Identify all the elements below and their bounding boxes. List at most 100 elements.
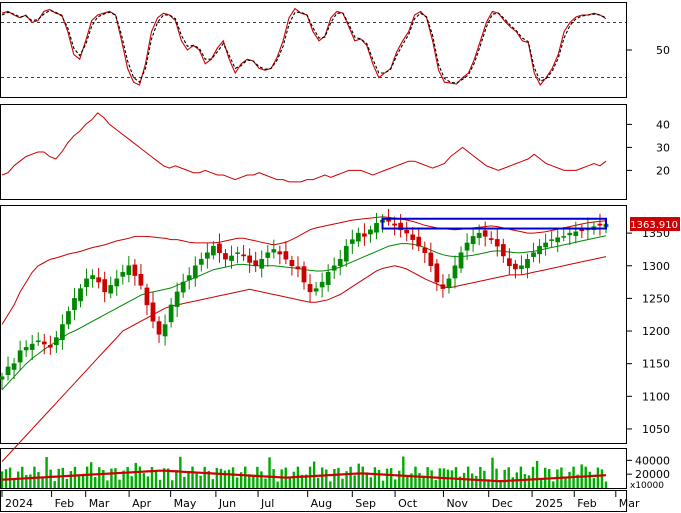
- candle-body: [368, 229, 373, 235]
- candle-body: [579, 229, 585, 232]
- volume-bar: [316, 477, 320, 488]
- volume-bar: [150, 467, 154, 488]
- candle-body: [513, 263, 518, 270]
- volume-bar: [223, 470, 227, 488]
- candle-body: [392, 223, 397, 226]
- volume-bar: [195, 473, 198, 488]
- volume-bar: [406, 476, 409, 488]
- candle-body: [186, 275, 192, 281]
- candle-body: [84, 278, 89, 288]
- candle-body: [126, 265, 132, 275]
- volume-bar: [495, 468, 498, 488]
- candle-body: [96, 277, 102, 283]
- adx-plot: 20 30 40: [1, 112, 670, 183]
- volume-bar: [349, 466, 352, 488]
- volume-bar: [511, 477, 514, 488]
- volume-bar: [110, 468, 113, 488]
- candle-body: [198, 258, 204, 265]
- candle-body: [597, 223, 603, 226]
- candle-body: [114, 278, 120, 287]
- volume-bar: [61, 467, 65, 488]
- candle-body: [422, 247, 428, 253]
- candle-body: [519, 265, 524, 269]
- candle-body: [410, 234, 416, 240]
- volume-bar: [418, 472, 421, 488]
- volume-bar: [373, 467, 377, 488]
- volume-bar: [385, 468, 389, 488]
- candle-body: [180, 281, 186, 293]
- candle-body: [319, 281, 325, 288]
- volume-bar: [268, 457, 271, 488]
- volume-bar: [239, 472, 243, 488]
- candle-body: [47, 344, 53, 348]
- candle-body: [434, 263, 440, 283]
- volume-bar: [41, 477, 44, 488]
- volume-bar: [53, 481, 56, 488]
- candle-body: [398, 222, 404, 231]
- x-axis: 2024 Feb Mar Apr May Jun Jul Aug Sep Oct Nov Dec 202…: [1, 491, 640, 510]
- volume-bar: [430, 470, 433, 488]
- candle-body: [555, 237, 561, 243]
- price-y-tick-label: 1200: [642, 325, 670, 338]
- x-tick-label: Sep: [355, 497, 376, 510]
- x-tick-label: Mar: [89, 497, 110, 510]
- x-tick-label: Jun: [218, 497, 236, 510]
- volume-bar: [312, 461, 316, 488]
- candle-body: [488, 238, 494, 240]
- volume-bar: [142, 473, 146, 488]
- volume-bar: [588, 471, 591, 488]
- x-tick-label: May: [174, 497, 197, 510]
- candle-body: [72, 298, 77, 311]
- candle-body: [132, 264, 138, 276]
- volume-bar: [146, 476, 150, 488]
- volume-bar: [292, 471, 296, 488]
- price-y-tick-label: 1050: [642, 423, 670, 436]
- candle-body: [11, 363, 17, 370]
- volume-bar: [49, 469, 52, 488]
- volume-bar: [329, 481, 332, 488]
- candle-body: [174, 291, 180, 307]
- volume-bar: [600, 469, 604, 488]
- volume-bar: [389, 468, 393, 488]
- volume-bar: [102, 470, 105, 488]
- volume-bar: [183, 476, 186, 488]
- candle-body: [331, 265, 337, 271]
- candle-body: [253, 260, 259, 266]
- volume-average-line: [1, 469, 607, 483]
- candle-body: [531, 252, 536, 257]
- last-price-label: 1363.910: [630, 220, 678, 231]
- candle-body: [90, 275, 95, 279]
- volume-bar: [345, 471, 348, 488]
- price-y-tick-label: 1250: [642, 292, 670, 305]
- candle-body: [192, 265, 198, 279]
- candle-body: [144, 287, 150, 306]
- candle-body: [458, 252, 464, 269]
- candle-body: [343, 245, 349, 262]
- volume-bar: [69, 471, 73, 488]
- volume-bar: [73, 466, 77, 488]
- stochastic-line: [1, 9, 607, 84]
- volume-y-tick-label: 20000: [635, 468, 670, 481]
- candle-body: [41, 341, 47, 345]
- volume-bar: [21, 466, 24, 488]
- volume-bar: [199, 475, 202, 488]
- volume-bar: [37, 472, 40, 488]
- candle-body: [0, 376, 5, 380]
- stochastic-panel: [0, 2, 627, 98]
- price-y-tick-label: 1100: [642, 390, 670, 403]
- volume-bar: [215, 467, 219, 488]
- volume-bar: [527, 475, 531, 488]
- volume-bar: [304, 474, 308, 488]
- candle-body: [482, 230, 488, 237]
- volume-bar: [134, 462, 137, 488]
- volume-bar: [539, 478, 543, 488]
- volume-bar: [256, 466, 259, 488]
- volume-bar: [381, 480, 385, 488]
- volume-bar: [576, 474, 579, 488]
- volume-bar: [12, 478, 16, 488]
- volume-bar: [357, 463, 360, 488]
- candle-body: [138, 274, 144, 286]
- candle-body: [217, 243, 222, 253]
- candle-body: [29, 343, 35, 350]
- volume-bar: [552, 481, 555, 488]
